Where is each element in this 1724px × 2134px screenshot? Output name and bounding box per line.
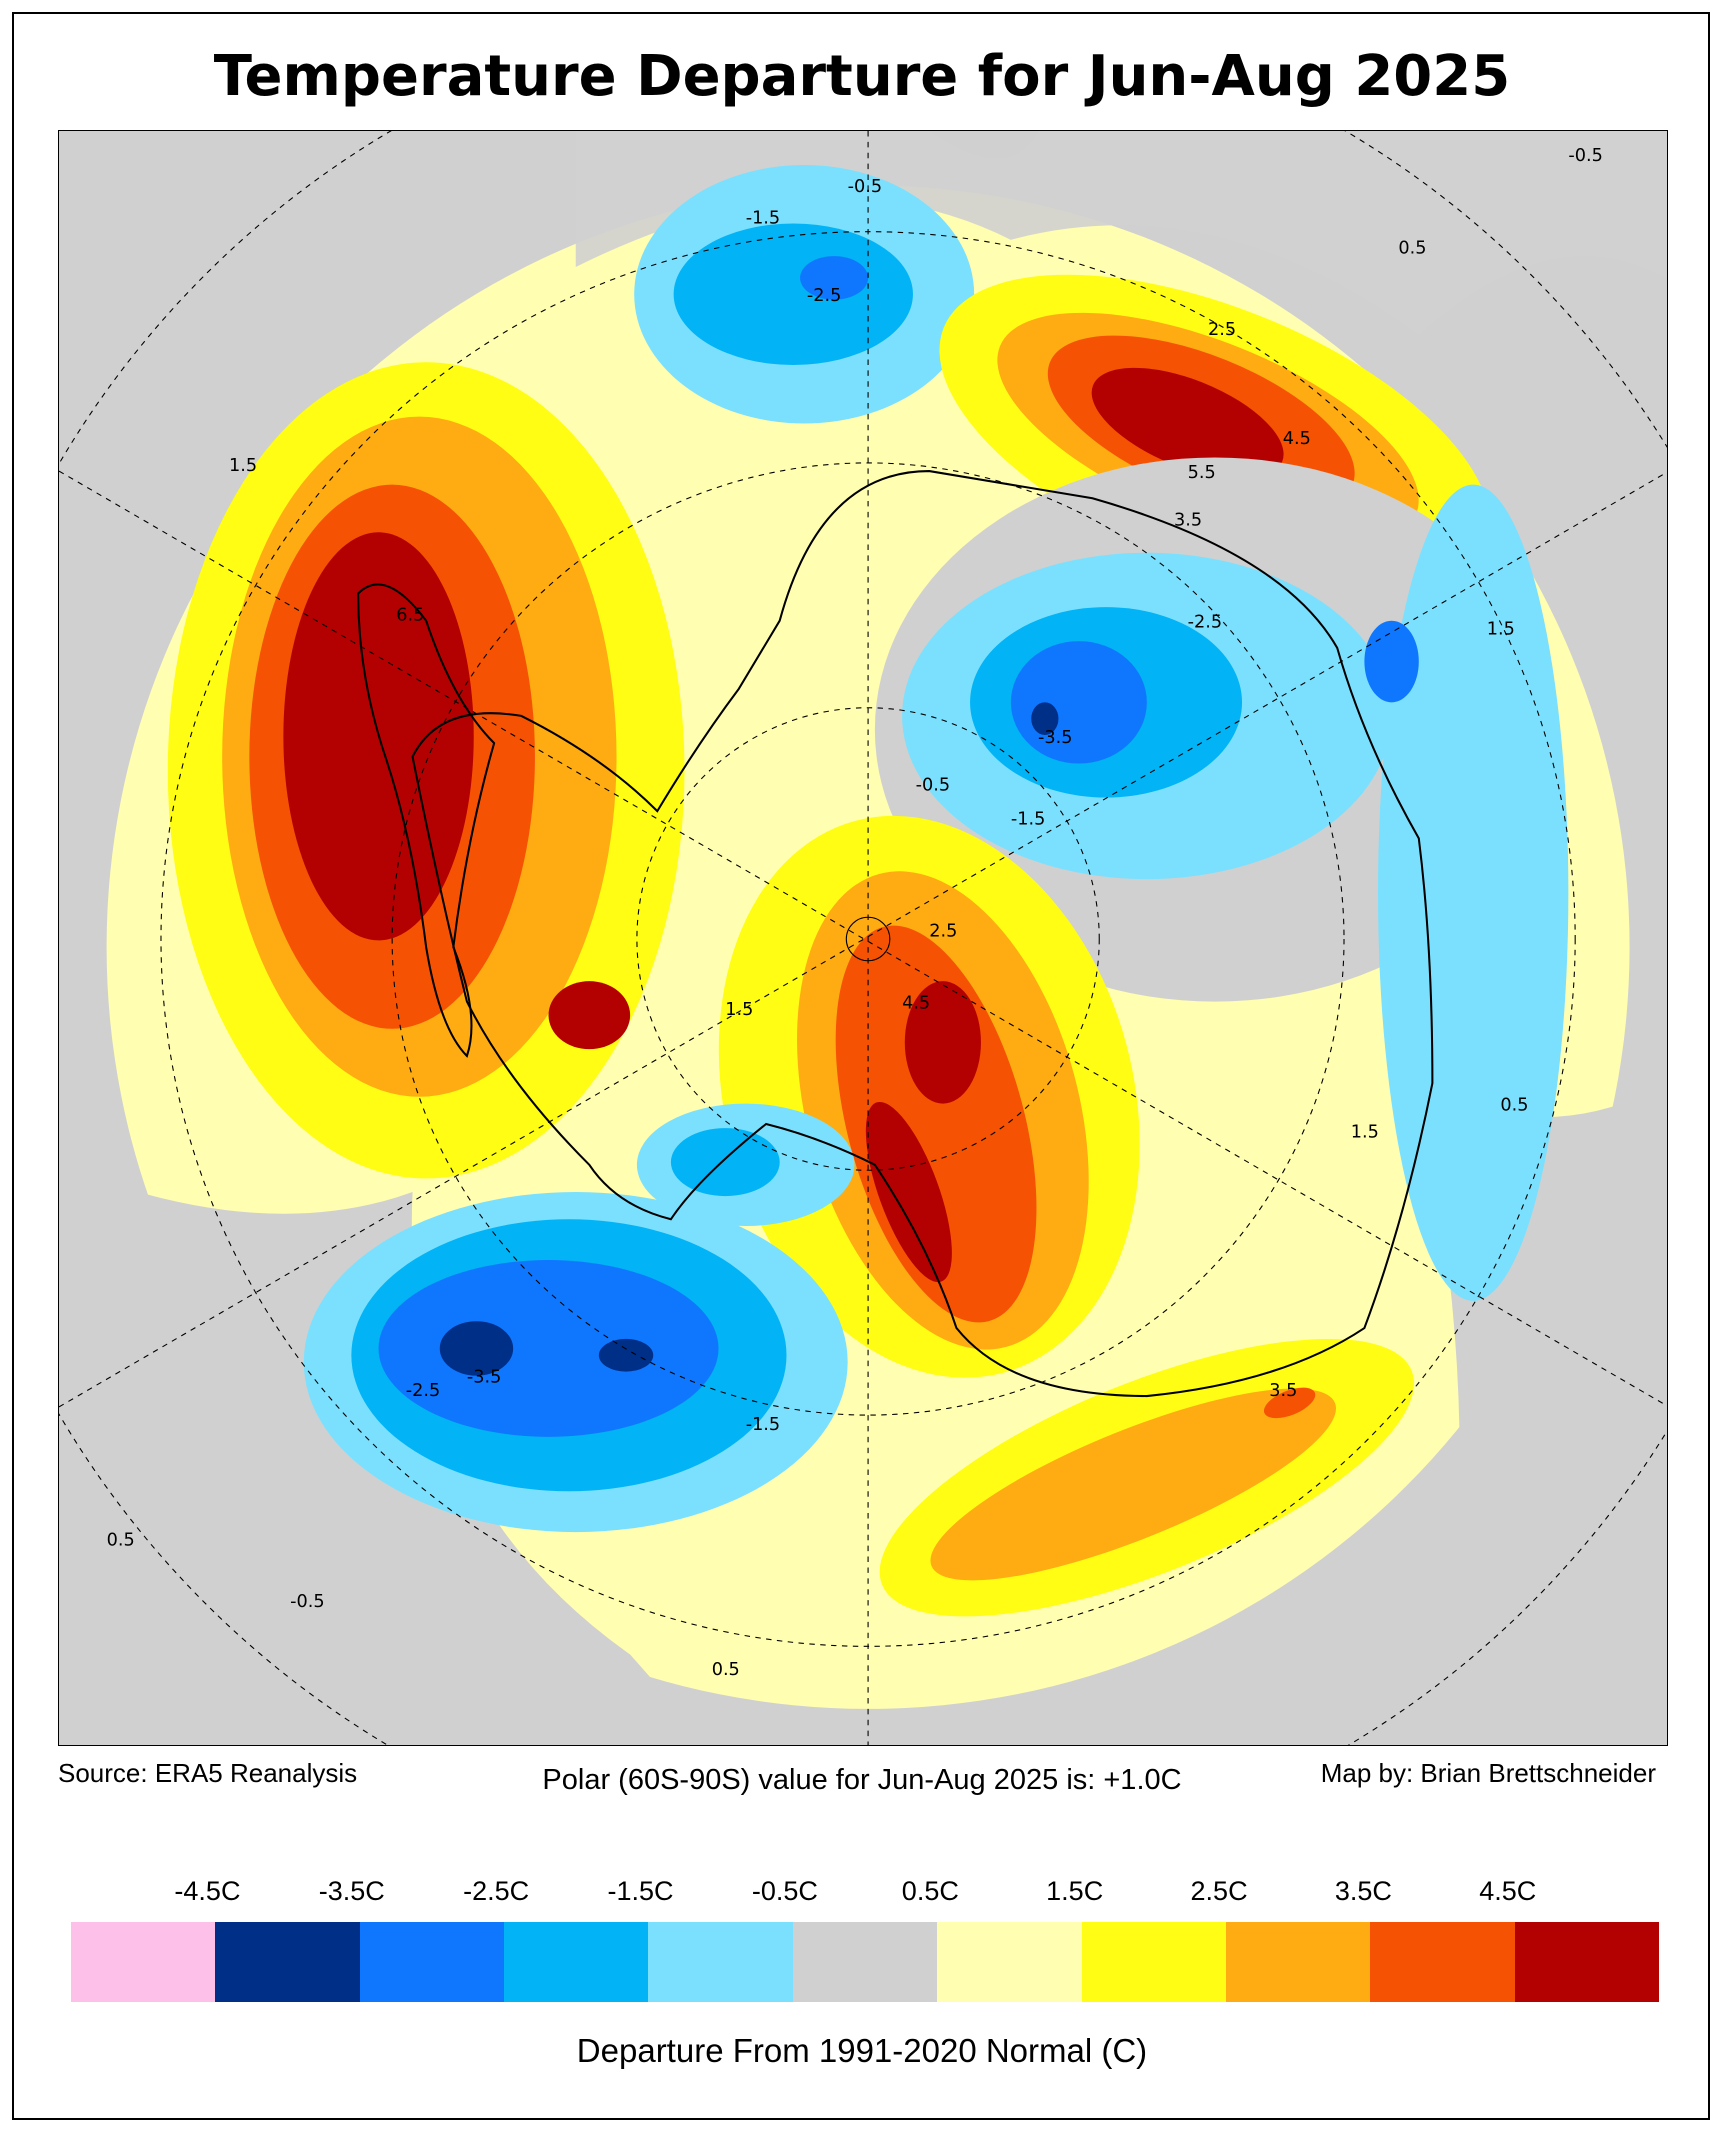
contour-label: 2.5 — [1208, 320, 1236, 340]
fill-gray-nw — [59, 131, 576, 376]
fill-sw-navy-2 — [598, 1338, 654, 1372]
colorbar-tick-label: -4.5C — [174, 1876, 241, 1906]
colorbar-swatch — [648, 1922, 793, 2002]
contour-label: 1.5 — [229, 456, 257, 476]
contour-label: 3.5 — [1269, 1381, 1297, 1401]
colorbar-tick-label: -2.5C — [463, 1876, 530, 1906]
colorbar-tick-label: 1.5C — [1046, 1876, 1104, 1906]
anomaly-fills — [59, 131, 1667, 1745]
map-title: Temperature Departure for Jun-Aug 2025 — [213, 44, 1511, 109]
contour-label: -2.5 — [406, 1381, 440, 1401]
colorbar-tick-label: 2.5C — [1190, 1876, 1248, 1906]
fill-far-e-mid-blue — [1364, 620, 1419, 703]
contour-label: 4.5 — [902, 993, 930, 1013]
colorbar — [71, 1922, 1659, 2002]
contour-label: 1.5 — [1487, 619, 1515, 639]
polar-value-text: Polar (60S-90S) value for Jun-Aug 2025 i… — [542, 1764, 1182, 1796]
colorbar-tick-label: 4.5C — [1479, 1876, 1537, 1906]
contour-label: -1.5 — [746, 208, 780, 228]
fill-sw-navy — [439, 1321, 514, 1376]
contour-label: 0.5 — [1500, 1095, 1528, 1115]
fill-far-e-light-blue — [1378, 484, 1569, 1301]
contour-label: -1.5 — [1011, 810, 1045, 830]
fill-se-orange — [930, 1388, 1336, 1581]
colorbar-labels: -4.5C -3.5C -2.5C -1.5C -0.5C 0.5C 1.5C 2.5C 3.5… — [71, 1876, 1659, 1912]
colorbar-tick-label: 3.5C — [1334, 1876, 1392, 1906]
contour-label: 2.5 — [929, 921, 957, 941]
contour-label: 5.5 — [1188, 463, 1216, 483]
contour-label: 1.5 — [725, 1000, 753, 1020]
contour-label: -0.5 — [290, 1592, 324, 1612]
contour-label: -3.5 — [467, 1367, 501, 1387]
contour-label: -3.5 — [1038, 728, 1072, 748]
contour-label: -0.5 — [916, 776, 950, 796]
contour-labels: -0.5 0.5 -1.5 -2.5 2.5 3.5 4.5 5.5 1.5 6… — [107, 146, 1603, 1680]
contour-label: 0.5 — [107, 1531, 135, 1551]
colorbar-swatch — [937, 1922, 1082, 2002]
fill-top-mid-blue — [800, 256, 869, 300]
fill-e-navy — [1031, 702, 1059, 735]
fill-ne-dark-red — [1091, 367, 1284, 480]
fill-top-blue — [673, 223, 913, 365]
colorbar-swatch — [359, 1922, 505, 2002]
fill-w-dark-red-2 — [548, 981, 631, 1050]
contour-label: -0.5 — [1568, 146, 1602, 166]
colorbar-swatch — [1370, 1922, 1515, 2002]
fill-c-dark-red — [904, 981, 981, 1104]
contour-label: -2.5 — [1188, 612, 1222, 632]
colorbar-tick-label: -1.5C — [607, 1876, 674, 1906]
colorbar-swatch — [792, 1922, 938, 2002]
contour-label: 0.5 — [1398, 238, 1426, 258]
contour-label: 6.5 — [396, 606, 424, 626]
colorbar-swatch — [1514, 1922, 1659, 2002]
contour-label: 1.5 — [1351, 1123, 1379, 1143]
credit-text: Map by: Brian Brettschneider — [1320, 1758, 1656, 1788]
colorbar-axis-label: Departure From 1991-2020 Normal (C) — [576, 2032, 1148, 2069]
colorbar-swatch — [71, 1922, 216, 2002]
contour-label: 4.5 — [1283, 429, 1311, 449]
temperature-anomaly-map[interactable]: -0.5 0.5 -1.5 -2.5 2.5 3.5 4.5 5.5 1.5 6… — [58, 130, 1668, 1746]
graticule — [59, 131, 1667, 1745]
colorbar-swatch — [1225, 1922, 1371, 2002]
colorbar-swatch — [215, 1922, 360, 2002]
colorbar-swatch — [504, 1922, 649, 2002]
coastlines — [357, 470, 1434, 1398]
fill-s-blue — [670, 1128, 780, 1197]
contour-label: -0.5 — [848, 177, 882, 197]
fill-se-red-orange — [1263, 1387, 1316, 1419]
colorbar-tick-label: -0.5C — [751, 1876, 818, 1906]
contour-label: 0.5 — [712, 1660, 740, 1680]
contour-label: 3.5 — [1174, 510, 1202, 530]
contour-label: -2.5 — [807, 286, 841, 306]
colorbar-swatch — [1081, 1922, 1226, 2002]
colorbar-tick-label: -3.5C — [318, 1876, 385, 1906]
colorbar-tick-label: 0.5C — [901, 1876, 959, 1906]
fill-c-red-orange — [835, 925, 1037, 1323]
contour-label: -1.5 — [746, 1415, 780, 1435]
source-text: Source: ERA5 Reanalysis — [58, 1758, 358, 1788]
fill-e-mid-blue — [1010, 641, 1147, 764]
figure-frame — [12, 12, 1710, 2120]
fill-c-dark-red-2 — [865, 1101, 952, 1283]
fill-sw-mid-blue — [378, 1260, 719, 1437]
